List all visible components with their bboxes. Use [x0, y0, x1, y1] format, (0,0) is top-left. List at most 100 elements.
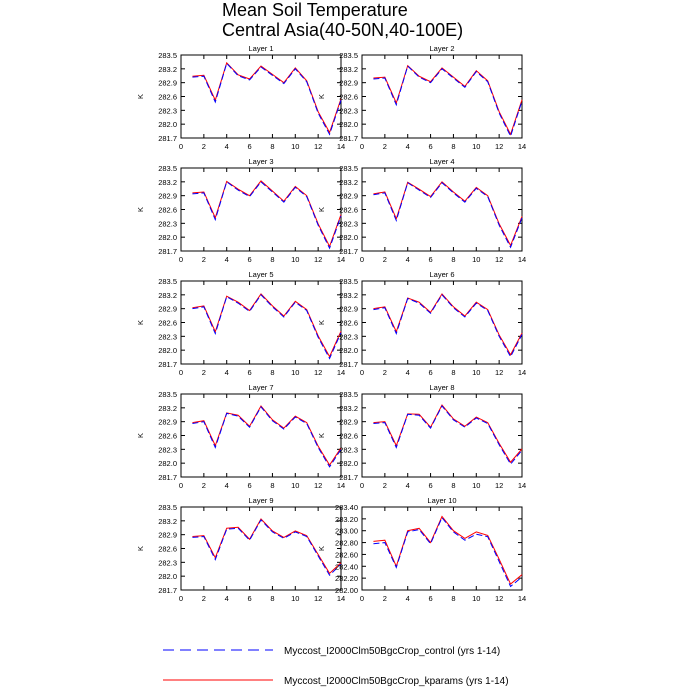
y-tick-label: 283.2 — [158, 65, 177, 74]
y-axis-label: K — [317, 320, 326, 325]
x-tick-label: 10 — [472, 481, 480, 490]
panel-title-layer-1: Layer 1 — [248, 44, 273, 53]
y-tick-label: 282.3 — [339, 106, 358, 115]
y-tick-label: 283.2 — [339, 404, 358, 413]
series-line-kparams — [373, 181, 523, 247]
x-tick-label: 12 — [314, 481, 322, 490]
y-tick-label: 282.00 — [335, 586, 358, 595]
x-tick-label: 8 — [451, 594, 455, 603]
series-line-kparams — [192, 518, 342, 575]
figure-title-line-2: Central Asia(40-50N,40-100E) — [222, 20, 463, 40]
x-tick-label: 10 — [472, 368, 480, 377]
x-tick-label: 14 — [518, 142, 526, 151]
x-tick-label: 2 — [202, 368, 206, 377]
figure-title-line-1: Mean Soil Temperature — [222, 0, 408, 20]
x-tick-label: 2 — [383, 594, 387, 603]
panel-title-layer-10: Layer 10 — [427, 496, 456, 505]
y-tick-label: 281.7 — [158, 134, 177, 143]
x-tick-label: 4 — [225, 255, 229, 264]
y-tick-label: 283.40 — [335, 503, 358, 512]
y-tick-label: 282.3 — [158, 219, 177, 228]
y-tick-label: 281.7 — [339, 473, 358, 482]
y-tick-label: 281.7 — [158, 360, 177, 369]
x-tick-label: 2 — [383, 255, 387, 264]
y-tick-label: 282.0 — [158, 459, 177, 468]
x-tick-label: 10 — [291, 255, 299, 264]
plot-frame-layer-10 — [361, 506, 523, 591]
y-tick-label: 282.3 — [339, 219, 358, 228]
x-tick-label: 14 — [337, 368, 345, 377]
plot-frame-layer-4 — [361, 167, 523, 252]
x-tick-label: 6 — [428, 142, 432, 151]
y-tick-label: 282.6 — [339, 319, 358, 328]
y-tick-label: 282.60 — [335, 550, 358, 559]
y-tick-label: 281.7 — [158, 247, 177, 256]
x-tick-label: 14 — [337, 481, 345, 490]
x-tick-label: 10 — [291, 481, 299, 490]
y-tick-label: 283.5 — [158, 390, 177, 399]
y-tick-label: 282.3 — [158, 332, 177, 341]
y-tick-label: 282.40 — [335, 562, 358, 571]
y-tick-label: 281.7 — [158, 586, 177, 595]
x-tick-label: 10 — [291, 368, 299, 377]
series-line-kparams — [373, 515, 523, 585]
y-tick-label: 282.9 — [158, 79, 177, 88]
x-tick-label: 0 — [360, 481, 364, 490]
x-tick-label: 4 — [406, 368, 410, 377]
x-tick-label: 2 — [202, 481, 206, 490]
series-line-control — [192, 519, 342, 577]
y-tick-label: 282.3 — [158, 106, 177, 115]
y-tick-label: 282.6 — [158, 206, 177, 215]
x-tick-label: 10 — [291, 594, 299, 603]
x-tick-label: 6 — [428, 481, 432, 490]
series-line-control — [192, 62, 342, 136]
series-line-control — [373, 516, 523, 588]
y-tick-label: 282.9 — [339, 418, 358, 427]
y-tick-label: 281.7 — [339, 247, 358, 256]
x-tick-label: 12 — [314, 255, 322, 264]
x-tick-label: 2 — [383, 481, 387, 490]
panel-layer-10: Layer 10 0 2 4 6 8 10 12 14 283.40 283.20 283.00 282… — [317, 496, 526, 603]
x-tick-label: 12 — [314, 142, 322, 151]
y-tick-label: 282.0 — [158, 233, 177, 242]
y-tick-label: 283.5 — [158, 277, 177, 286]
y-tick-label: 282.9 — [158, 192, 177, 201]
y-tick-label: 282.9 — [158, 418, 177, 427]
y-axis-label: K — [317, 94, 326, 99]
y-tick-label: 282.3 — [339, 332, 358, 341]
x-tick-label: 4 — [406, 594, 410, 603]
x-tick-label: 14 — [337, 255, 345, 264]
x-tick-label: 0 — [179, 368, 183, 377]
x-tick-label: 4 — [225, 481, 229, 490]
y-tick-label: 283.5 — [339, 390, 358, 399]
y-tick-label: 282.6 — [158, 432, 177, 441]
series-line-control — [373, 293, 523, 358]
x-tick-label: 0 — [179, 594, 183, 603]
x-tick-label: 14 — [337, 142, 345, 151]
x-tick-label: 6 — [247, 142, 251, 151]
x-tick-label: 4 — [406, 142, 410, 151]
panel-layer-9: Layer 9 0 2 4 6 8 10 12 14 283.5 283.2 282.9 282.6 28… — [136, 496, 345, 603]
panel-layer-7: Layer 7 0 2 4 6 8 10 12 14 283.5 283.2 282.9 282.6 28… — [136, 383, 345, 490]
x-tick-label: 6 — [428, 255, 432, 264]
x-tick-label: 0 — [360, 594, 364, 603]
x-tick-label: 8 — [451, 255, 455, 264]
y-tick-label: 283.2 — [158, 291, 177, 300]
panel-title-layer-5: Layer 5 — [248, 270, 273, 279]
x-tick-label: 14 — [518, 594, 526, 603]
x-tick-label: 10 — [472, 142, 480, 151]
y-tick-label: 282.6 — [339, 93, 358, 102]
y-tick-label: 283.5 — [339, 164, 358, 173]
y-tick-label: 283.20 — [335, 515, 358, 524]
x-tick-label: 8 — [270, 255, 274, 264]
y-tick-label: 282.0 — [339, 459, 358, 468]
y-tick-label: 282.9 — [158, 305, 177, 314]
series-line-kparams — [192, 180, 342, 248]
y-tick-label: 283.5 — [158, 164, 177, 173]
y-tick-label: 283.2 — [158, 404, 177, 413]
x-tick-label: 14 — [518, 481, 526, 490]
y-tick-label: 283.5 — [339, 51, 358, 60]
x-tick-label: 12 — [314, 368, 322, 377]
y-tick-label: 282.3 — [158, 445, 177, 454]
panel-layer-2: Layer 2 0 2 4 6 8 10 12 14 283.5 283.2 282.9 282.6 28… — [317, 44, 526, 151]
